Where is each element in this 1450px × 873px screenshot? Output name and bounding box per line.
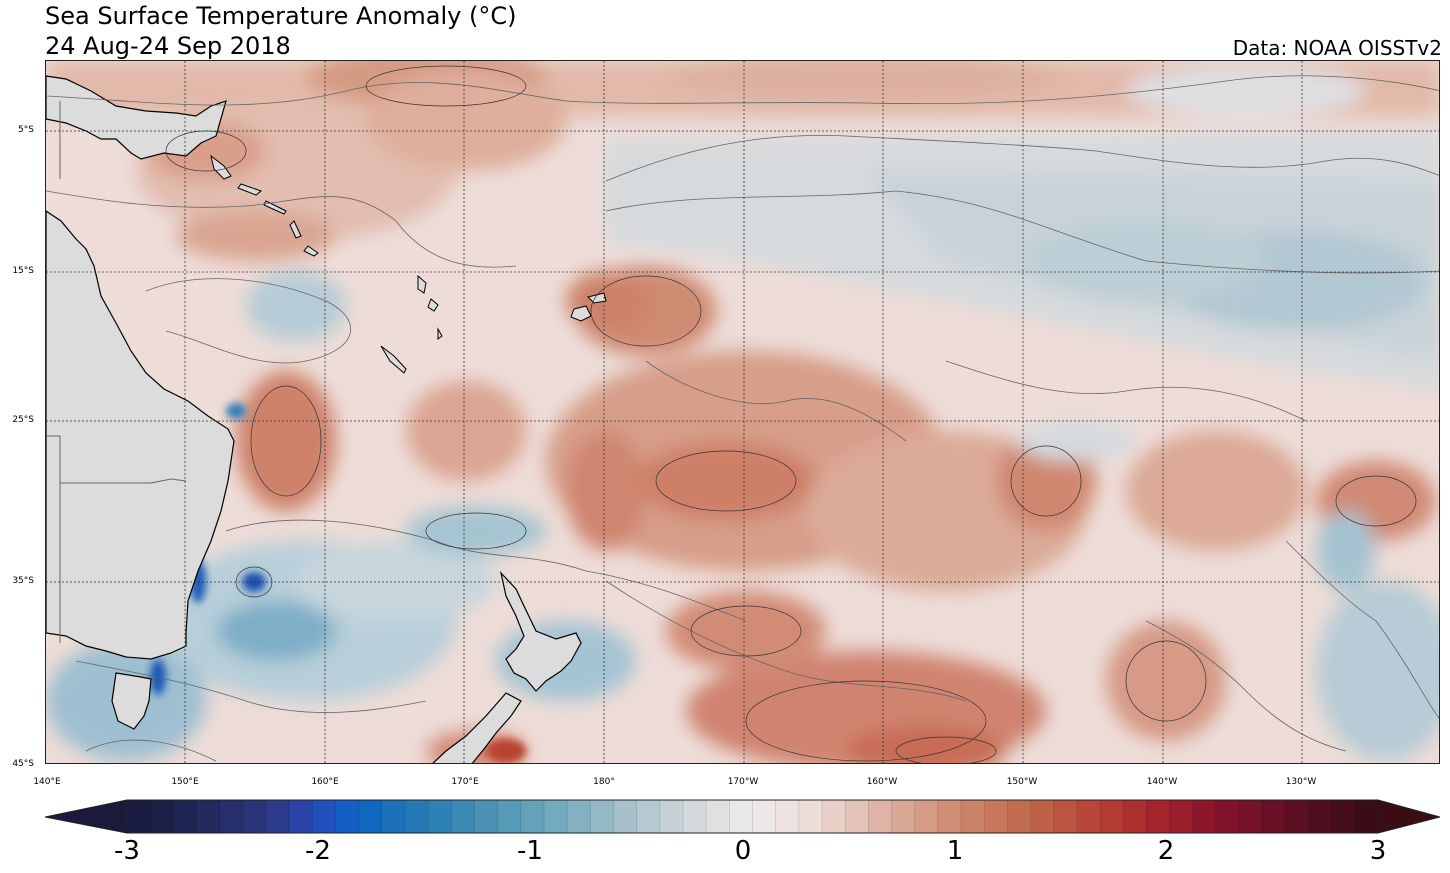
colorbar-tick-0: 0 <box>734 836 752 866</box>
fiji-land <box>570 305 592 322</box>
colorbar-segment <box>868 799 893 834</box>
colorbar-segment <box>1354 799 1379 834</box>
australia-land <box>46 210 235 660</box>
colorbar-segment <box>335 799 360 834</box>
colorbar-tick-1: 1 <box>946 836 964 866</box>
colorbar-segment <box>682 799 708 834</box>
colorbar-segment <box>149 799 175 834</box>
sst-anomaly-map <box>45 60 1440 764</box>
colorbar-segment <box>1169 799 1194 834</box>
colorbar-segment <box>1215 799 1240 834</box>
colorbar-segment <box>219 799 244 834</box>
colorbar-under-triangle <box>44 799 128 834</box>
lon-label-160e: 160°E <box>311 777 339 787</box>
colorbar-segment <box>173 799 198 834</box>
data-source-label: Data: NOAA OISSTv2 <box>1232 36 1442 60</box>
colorbar-segment <box>242 799 267 834</box>
lon-label-170w: 170°W <box>727 777 759 787</box>
colorbar-segment <box>1331 799 1356 834</box>
colorbar-segment <box>705 799 731 834</box>
colorbar-segment <box>265 799 291 834</box>
lat-label-35s: 35°S <box>12 576 34 586</box>
lon-label-180: 180° <box>593 777 615 787</box>
colorbar-segment <box>1285 799 1310 834</box>
colorbar <box>44 799 1442 835</box>
new-guinea-land <box>46 75 227 160</box>
colorbar-segment <box>381 799 406 834</box>
solomon-islands <box>210 154 319 257</box>
colorbar-segment <box>1238 799 1264 834</box>
colorbar-segment <box>590 799 615 834</box>
colorbar-segment <box>196 799 221 834</box>
colorbar-segment <box>566 799 592 834</box>
colorbar-segment <box>798 799 823 834</box>
colorbar-segment <box>543 799 569 834</box>
colorbar-segment <box>451 799 476 834</box>
colorbar-segment <box>312 799 337 834</box>
colorbar-segment <box>636 799 661 834</box>
new-zealand-north-land <box>499 571 582 692</box>
colorbar-tick-neg3: -3 <box>114 836 140 866</box>
map-field <box>46 61 1439 763</box>
colorbar-segment <box>613 799 638 834</box>
lon-label-170e: 170°E <box>451 777 479 787</box>
colorbar-segment <box>1076 799 1101 834</box>
colorbar-segment <box>960 799 986 834</box>
colorbar-segment <box>659 799 684 834</box>
lat-label-45s: 45°S <box>12 759 34 769</box>
vanuatu-islands <box>417 274 443 340</box>
colorbar-segment <box>1146 799 1171 834</box>
colorbar-segment <box>1261 799 1287 834</box>
lon-label-150e: 150°E <box>171 777 199 787</box>
colorbar-tick-neg2: -2 <box>305 836 331 866</box>
colorbar-graphic <box>44 799 1442 834</box>
colorbar-tick-neg1: -1 <box>517 836 543 866</box>
tasmania-land <box>111 672 152 730</box>
colorbar-segment <box>358 799 383 834</box>
new-caledonia-land <box>380 345 407 374</box>
chart-date-range: 24 Aug-24 Sep 2018 <box>45 32 291 60</box>
lat-label-15s: 15°S <box>12 266 34 276</box>
new-zealand-south-land <box>432 692 522 763</box>
colorbar-segment <box>891 799 916 834</box>
colorbar-segment <box>288 799 314 834</box>
colorbar-segment <box>775 799 800 834</box>
colorbar-segment <box>497 799 522 834</box>
colorbar-segment <box>1308 799 1333 834</box>
colorbar-segment <box>844 799 870 834</box>
lon-label-140w: 140°W <box>1146 777 1178 787</box>
colorbar-tick-3: 3 <box>1369 836 1387 866</box>
colorbar-segment <box>1122 799 1148 834</box>
strong-anomaly-spots <box>150 403 526 763</box>
colorbar-segment <box>1192 799 1217 834</box>
lat-label-5s: 5°S <box>18 125 34 135</box>
anomaly-field <box>46 61 1439 763</box>
colorbar-segment <box>126 799 152 834</box>
lat-label-25s: 25°S <box>12 415 34 425</box>
gridlines <box>46 61 1439 763</box>
colorbar-segment <box>1030 799 1055 834</box>
colorbar-segment <box>914 799 939 834</box>
lon-label-160w: 160°W <box>866 777 898 787</box>
colorbar-segment <box>520 799 545 834</box>
colorbar-segment <box>752 799 777 834</box>
lon-label-150w: 150°W <box>1006 777 1038 787</box>
colorbar-segment <box>729 799 754 834</box>
colorbar-segment <box>937 799 962 834</box>
chart-title: Sea Surface Temperature Anomaly (°C) <box>45 2 517 30</box>
lon-label-130w: 130°W <box>1285 777 1317 787</box>
colorbar-segment <box>1099 799 1125 834</box>
colorbar-segment <box>474 799 499 834</box>
colorbar-segment <box>1053 799 1078 834</box>
colorbar-segment <box>821 799 847 834</box>
lon-label-140e: 140°E <box>33 777 61 787</box>
colorbar-segment <box>404 799 430 834</box>
colorbar-over-triangle <box>1377 799 1442 834</box>
colorbar-segment <box>427 799 453 834</box>
colorbar-tick-2: 2 <box>1157 836 1175 866</box>
colorbar-segment <box>1007 799 1032 834</box>
colorbar-segment <box>983 799 1009 834</box>
